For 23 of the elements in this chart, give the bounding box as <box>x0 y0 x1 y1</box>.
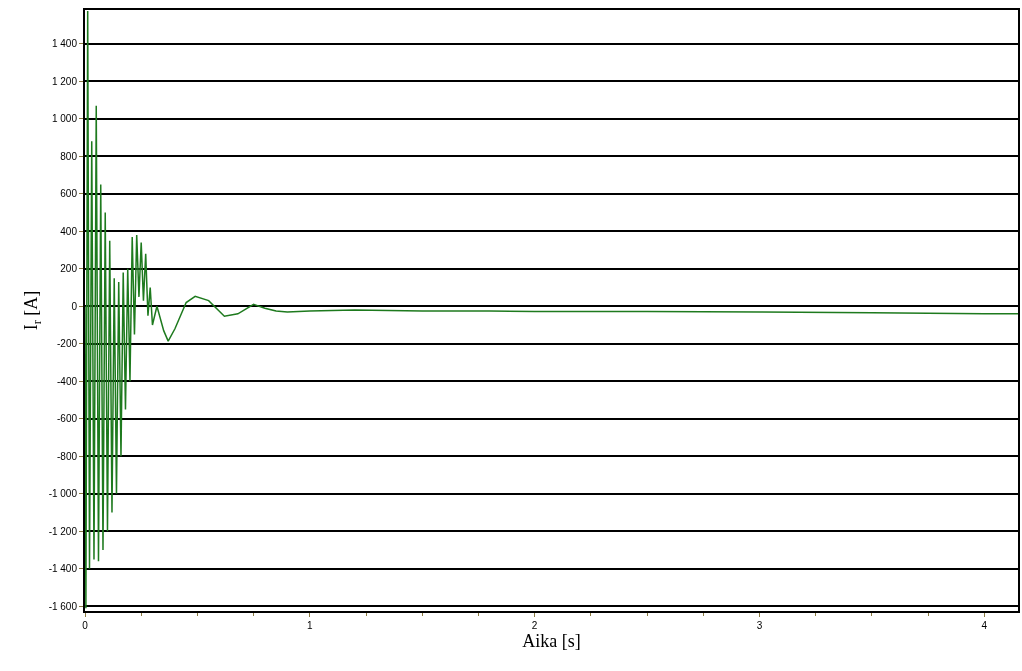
y-tick-label: 1 400 <box>51 38 78 50</box>
x-axis-title: Aika [s] <box>522 631 581 651</box>
y-tick-label: 1 200 <box>51 75 78 87</box>
y-tick-label: -200 <box>56 338 78 350</box>
x-tick-label: 3 <box>756 620 763 631</box>
y-tick-label: 1 000 <box>51 113 78 125</box>
y-tick-label: -600 <box>56 413 78 425</box>
y-tick-label: -1 000 <box>48 488 78 500</box>
y-tick-label: -800 <box>56 450 78 462</box>
y-tick-label: 0 <box>71 300 78 312</box>
y-tick-label: 600 <box>60 188 78 200</box>
x-tick-label: 2 <box>531 620 538 631</box>
y-tick-label: 400 <box>60 225 78 237</box>
line-series <box>85 10 1018 609</box>
y-tick-label: -400 <box>56 375 78 387</box>
y-tick-label: -1 400 <box>48 563 78 575</box>
x-tick-label: 4 <box>981 620 988 631</box>
y-tick-label: -1 200 <box>48 525 78 537</box>
y-tick-label: 800 <box>60 150 78 162</box>
x-tick-label: 1 <box>307 620 314 631</box>
y-tick-label: 200 <box>60 263 78 275</box>
y-tick-label: -1 600 <box>48 600 78 612</box>
x-tick-label: 0 <box>82 620 89 631</box>
